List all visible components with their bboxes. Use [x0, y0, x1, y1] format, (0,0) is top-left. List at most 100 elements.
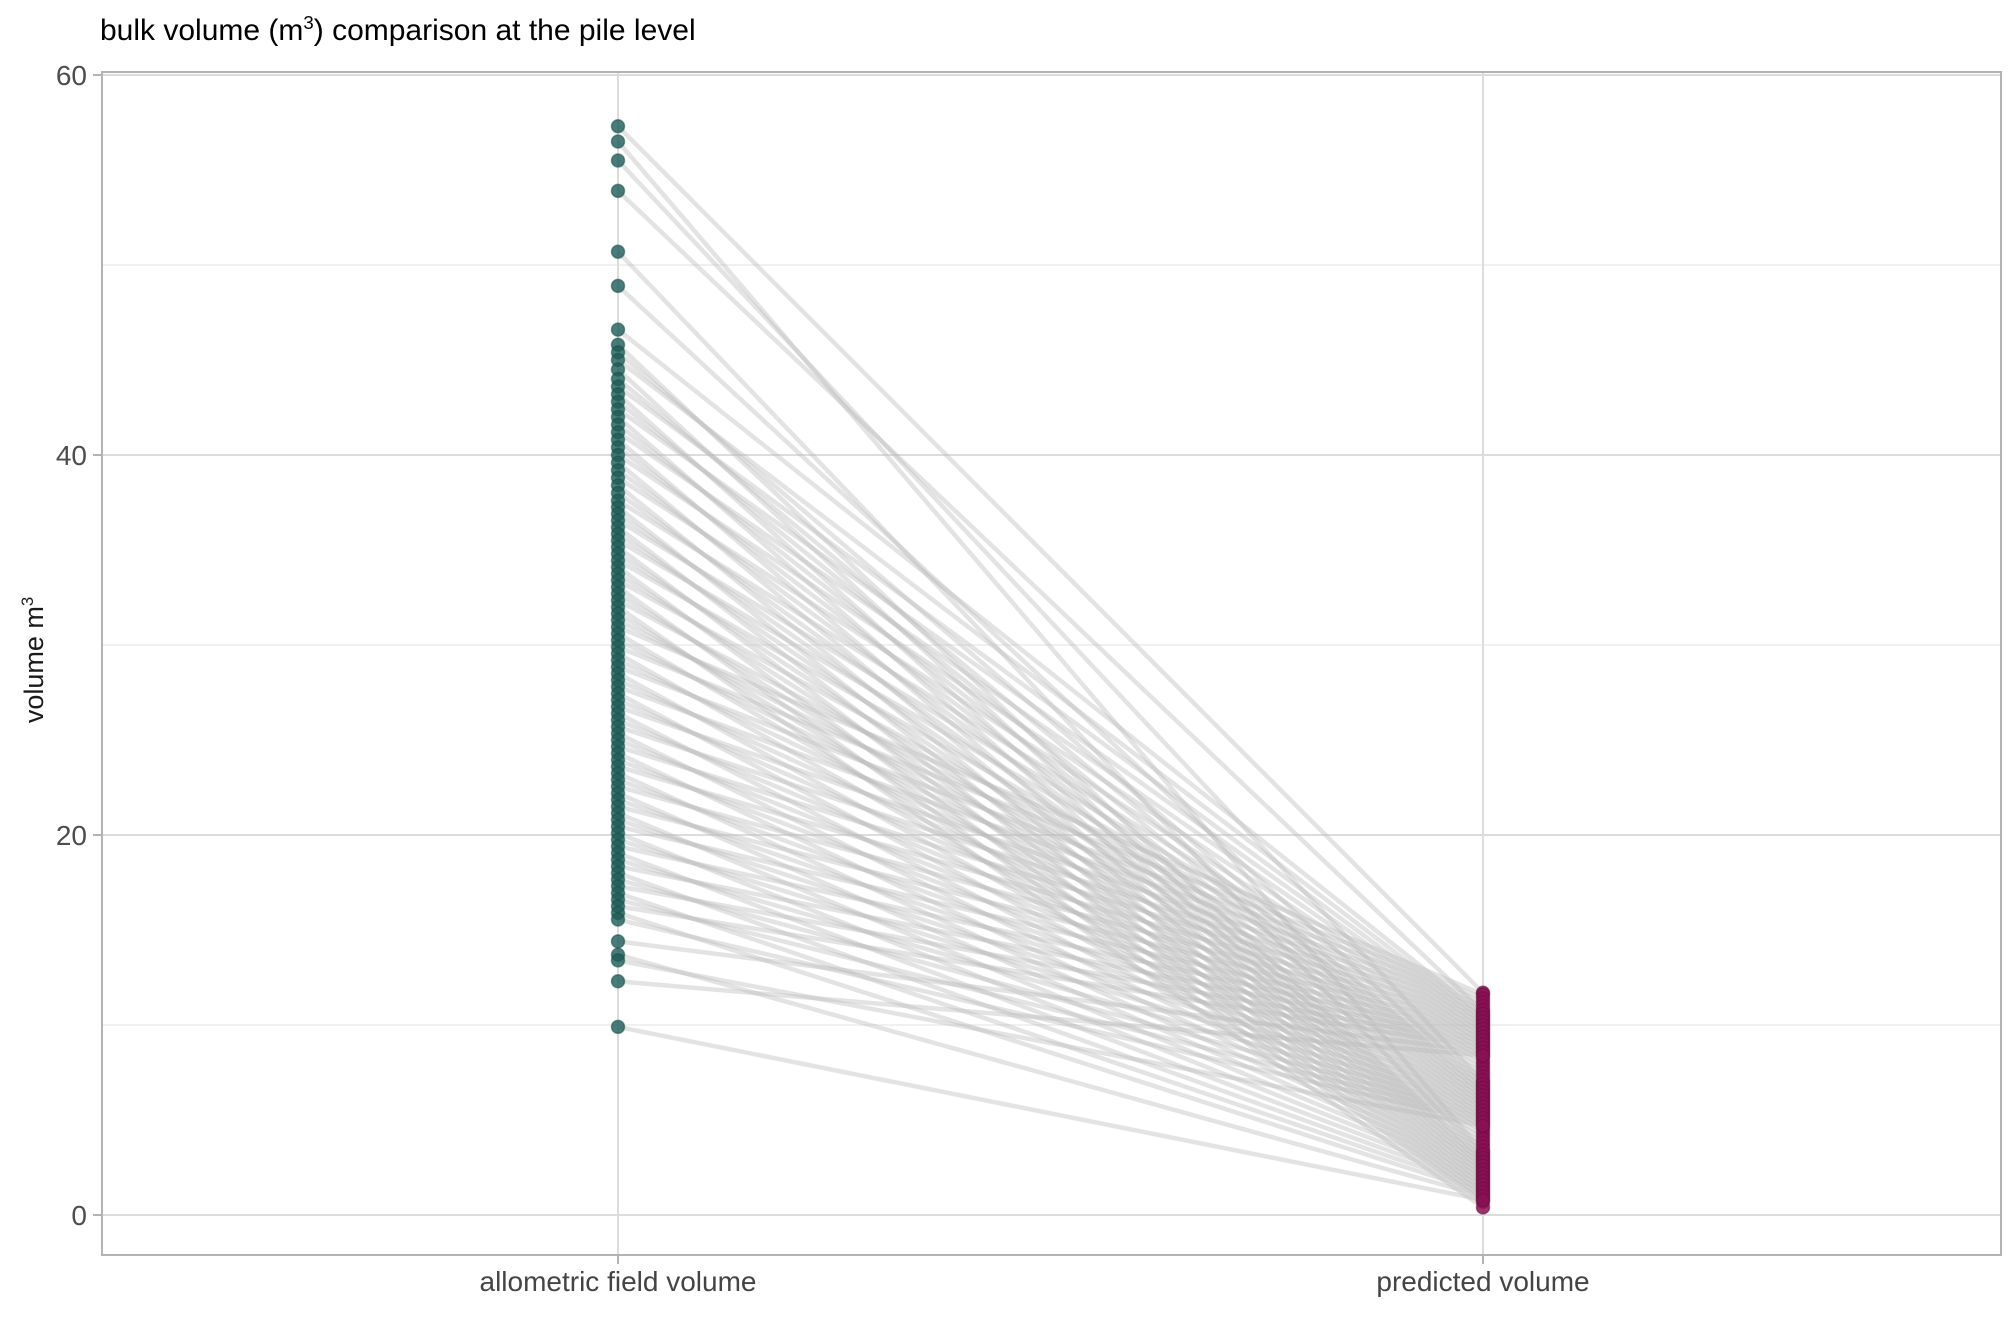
pair-line — [616, 430, 1485, 1033]
pair-line — [617, 824, 1484, 1035]
pair-line — [617, 939, 1484, 1054]
pair-line — [616, 400, 1485, 1099]
pair-line — [617, 910, 1484, 1195]
pair-line — [617, 804, 1484, 1031]
chart-title-suffix: ) comparison at the pile level — [313, 14, 696, 47]
pair-line — [617, 850, 1484, 1183]
y-axis-title: volume m3 — [18, 597, 50, 723]
pair-line — [617, 877, 1484, 1117]
pair-line — [617, 817, 1484, 1106]
y-axis-title-text: volume m — [19, 606, 49, 724]
pair-line — [617, 644, 1484, 1001]
pair-line — [616, 578, 1485, 1060]
pair-line — [616, 140, 1485, 1154]
y-axis-title-superscript: 3 — [18, 596, 37, 607]
pair-line — [616, 518, 1485, 1048]
pair-line — [617, 884, 1484, 1047]
pair-line — [616, 189, 1485, 1014]
pair-line — [616, 545, 1485, 1196]
pair-line — [617, 979, 1484, 1058]
pair-line — [617, 870, 1484, 1187]
pair-line — [617, 1024, 1484, 1203]
pair-line — [616, 711, 1485, 1157]
pair-line — [617, 791, 1484, 1172]
pair-line — [616, 671, 1485, 1149]
pair-line — [616, 453, 1485, 1037]
gridlines-major — [102, 72, 2001, 1255]
pair-line — [616, 422, 1485, 1103]
pair-line — [617, 638, 1484, 1071]
pair-line — [616, 611, 1485, 1138]
pair-line — [616, 531, 1485, 1122]
pair-line — [616, 525, 1485, 1193]
pair-line — [616, 407, 1485, 1029]
pair-line — [617, 890, 1484, 1191]
pair-line — [617, 744, 1484, 1020]
pair-line — [617, 831, 1484, 1180]
predicted-points — [1475, 985, 1491, 1215]
pair-line — [616, 415, 1485, 1173]
pair-line — [617, 797, 1484, 1102]
pair-line — [616, 350, 1485, 1092]
y-tick-label: 20 — [56, 820, 87, 851]
pair-line — [617, 771, 1484, 1168]
pair-line — [617, 777, 1484, 1098]
field-point — [610, 119, 626, 134]
field-point — [610, 244, 626, 259]
pair-line — [617, 704, 1484, 1012]
pair-line — [617, 698, 1484, 1083]
pair-line — [616, 343, 1485, 1162]
pair-line — [617, 904, 1484, 1051]
pair-line — [616, 565, 1485, 1200]
pair-line — [616, 551, 1485, 1126]
pair-line — [617, 784, 1484, 1028]
pair-line — [616, 571, 1485, 1130]
pair-line — [616, 377, 1485, 1096]
pair-line — [617, 857, 1484, 1113]
pair-line — [617, 864, 1484, 1043]
pair-line — [616, 483, 1485, 1185]
field-point — [610, 153, 626, 168]
pair-line — [616, 445, 1485, 1107]
pair-line — [617, 731, 1484, 1161]
pair-line — [617, 897, 1484, 1121]
pair-line — [616, 475, 1485, 1041]
y-tick-label: 60 — [56, 60, 87, 91]
pair-line — [617, 678, 1484, 1079]
field-points — [610, 119, 626, 1035]
pair-line — [616, 498, 1485, 1045]
pair-line — [617, 737, 1484, 1090]
pair-line — [616, 438, 1485, 1177]
field-point — [610, 953, 626, 968]
pair-line — [616, 358, 1485, 1022]
field-point — [610, 134, 626, 149]
pair-line — [616, 558, 1485, 1056]
field-point — [610, 183, 626, 199]
pair-line — [616, 124, 1485, 995]
pair-line — [616, 591, 1485, 1134]
pair-line — [616, 585, 1485, 1204]
chart-title: bulk volume (m3) comparison at the pile … — [100, 12, 696, 48]
pair-line — [617, 764, 1484, 1024]
pair-line — [617, 684, 1484, 1009]
pair-line — [616, 460, 1485, 1181]
pair-line — [617, 811, 1484, 1176]
y-tick-label: 40 — [56, 440, 87, 471]
pair-line — [616, 631, 1485, 1141]
chart-title-superscript: 3 — [303, 12, 314, 33]
pair-line — [617, 837, 1484, 1109]
pair-line — [617, 757, 1484, 1094]
pair-line — [617, 952, 1484, 1199]
pair-line — [617, 717, 1484, 1086]
pair-line — [616, 512, 1485, 1119]
field-point — [610, 934, 626, 949]
field-point — [610, 974, 626, 989]
pair-line — [617, 724, 1484, 1016]
pair-line — [617, 917, 1484, 1125]
axes: 0 20 40 60 — [56, 60, 2002, 1264]
pair-line — [616, 691, 1485, 1153]
pair-line — [616, 538, 1485, 1052]
pair-line — [616, 651, 1485, 1145]
